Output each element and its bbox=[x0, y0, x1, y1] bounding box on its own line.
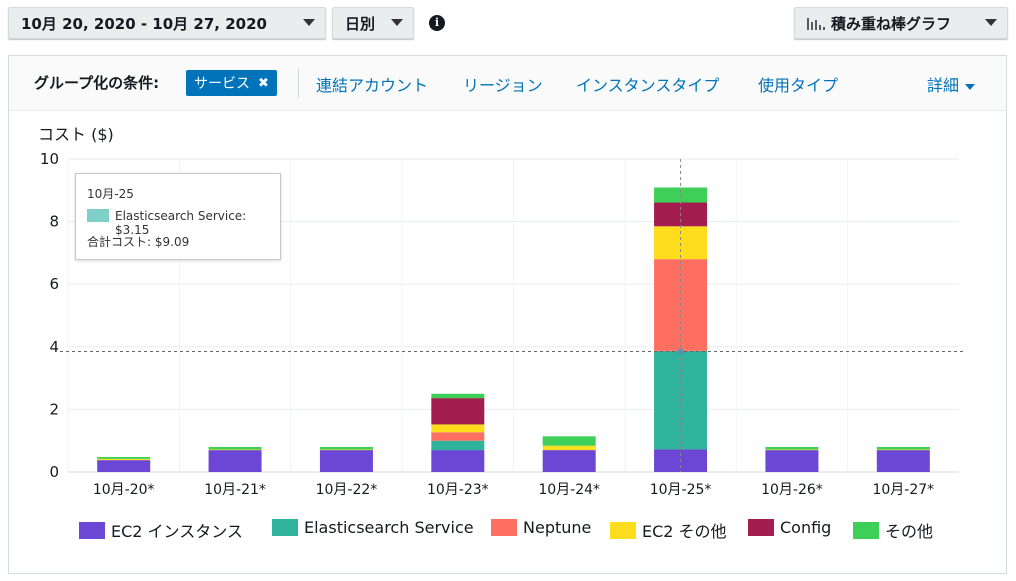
legend-item[interactable]: EC2 その他 bbox=[610, 518, 727, 542]
details-dropdown[interactable]: 詳細 bbox=[927, 72, 976, 96]
info-icon[interactable]: i bbox=[429, 15, 445, 31]
granularity-button[interactable]: 日別 bbox=[332, 7, 414, 39]
x-tick-label: 10月-26* bbox=[761, 482, 823, 498]
legend-swatch bbox=[491, 519, 517, 536]
legend-item[interactable]: Config bbox=[748, 518, 831, 537]
legend-label: EC2 インスタンス bbox=[111, 522, 243, 541]
date-range-button[interactable]: 10月 20, 2020 - 10月 27, 2020 bbox=[8, 7, 326, 39]
bar-segment bbox=[654, 187, 708, 203]
legend-label: Neptune bbox=[523, 518, 592, 537]
bar-segment bbox=[876, 446, 930, 450]
y-tick-label: 2 bbox=[49, 400, 59, 418]
legend-item[interactable]: Neptune bbox=[491, 518, 591, 537]
tooltip-date: 10月-25 bbox=[87, 187, 134, 201]
bar-segment bbox=[208, 446, 262, 450]
group-by-instance-type[interactable]: インスタンスタイプ bbox=[576, 76, 720, 95]
bar-segment bbox=[431, 432, 485, 441]
legend-label: EC2 その他 bbox=[642, 522, 727, 541]
x-tick-label: 10月-27* bbox=[872, 482, 934, 498]
bar-segment bbox=[431, 398, 485, 425]
legend-swatch bbox=[748, 519, 774, 536]
bar-segment bbox=[431, 440, 485, 451]
bar-segment bbox=[431, 393, 485, 399]
bar-segment bbox=[876, 450, 930, 472]
chevron-down-icon bbox=[303, 19, 315, 26]
y-tick-label: 10 bbox=[40, 150, 59, 168]
bar-segment bbox=[431, 424, 485, 433]
legend-item[interactable]: EC2 インスタンス bbox=[79, 518, 243, 542]
x-tick-label: 10月-20* bbox=[93, 482, 155, 498]
chevron-down-icon bbox=[391, 19, 403, 26]
bar-segment bbox=[97, 456, 151, 459]
group-by-label: グループ化の条件: bbox=[34, 74, 160, 92]
stacked-bar-chart: コスト ($) 0 2 4 6 8 10 10月-20* 10月-21* 10月-22* 10月-2… bbox=[38, 125, 964, 498]
hover-point bbox=[677, 348, 684, 355]
chart-type-label: 積み重ね棒グラフ bbox=[831, 14, 952, 33]
tooltip-swatch bbox=[87, 209, 109, 222]
service-token-label: サービス bbox=[194, 76, 250, 92]
divider bbox=[298, 68, 299, 98]
chart-type-button[interactable]: 積み重ね棒グラフ bbox=[794, 7, 1008, 39]
legend-swatch bbox=[610, 521, 636, 539]
bar-segment bbox=[208, 450, 262, 472]
group-by-bar: グループ化の条件: サービス ✖ 連結アカウント リージョン インスタンスタイプ… bbox=[9, 56, 1006, 111]
group-by-region[interactable]: リージョン bbox=[463, 76, 543, 95]
service-filter-token[interactable]: サービス ✖ bbox=[186, 70, 277, 96]
legend-label: Elasticsearch Service bbox=[304, 518, 474, 537]
bar-segment bbox=[765, 446, 819, 450]
cost-chart-panel: グループ化の条件: サービス ✖ 連結アカウント リージョン インスタンスタイプ… bbox=[8, 55, 1007, 574]
close-icon[interactable]: ✖ bbox=[258, 75, 269, 91]
bar-segment bbox=[319, 450, 373, 472]
bar-segment bbox=[542, 445, 596, 451]
date-range-label: 10月 20, 2020 - 10月 27, 2020 bbox=[21, 14, 267, 33]
granularity-label: 日別 bbox=[345, 14, 376, 33]
tooltip-total: 合計コスト: $9.09 bbox=[87, 235, 190, 249]
tooltip-item: Elasticsearch Service: $3.15 bbox=[115, 209, 247, 237]
y-tick-label: 4 bbox=[49, 338, 59, 356]
group-by-usage-type[interactable]: 使用タイプ bbox=[758, 76, 839, 95]
x-tick-label: 10月-21* bbox=[204, 482, 266, 498]
bar-segment bbox=[542, 450, 596, 472]
x-tick-label: 10月-23* bbox=[427, 482, 489, 498]
x-tick-label: 10月-22* bbox=[316, 482, 378, 498]
group-by-linked-account[interactable]: 連結アカウント bbox=[316, 76, 429, 95]
bar-segment bbox=[208, 449, 262, 451]
bar-chart-icon bbox=[807, 16, 825, 30]
bar-segment bbox=[97, 458, 151, 461]
bar-segment bbox=[542, 436, 596, 446]
legend-label: その他 bbox=[885, 522, 934, 541]
chart-tooltip: 10月-25 Elasticsearch Service: $3.15 合計コス… bbox=[75, 173, 281, 260]
legend-item[interactable]: Elasticsearch Service bbox=[272, 518, 474, 537]
toolbar: 10月 20, 2020 - 10月 27, 2020 日別 i 積み重ね棒グラ… bbox=[0, 0, 1016, 48]
y-tick-label: 8 bbox=[49, 213, 59, 231]
legend-swatch bbox=[79, 521, 105, 539]
details-label: 詳細 bbox=[927, 76, 960, 95]
legend-swatch bbox=[853, 521, 879, 539]
bar-segment bbox=[431, 450, 485, 472]
bar-segment bbox=[765, 449, 819, 451]
x-tick-label: 10月-24* bbox=[538, 482, 600, 498]
chevron-down-icon bbox=[965, 83, 976, 90]
chevron-down-icon bbox=[985, 19, 997, 26]
bar-segment bbox=[765, 450, 819, 472]
bar-segment bbox=[876, 449, 930, 451]
legend-label: Config bbox=[780, 518, 832, 537]
bar-segment bbox=[319, 449, 373, 451]
bar-segment bbox=[97, 460, 151, 472]
legend-swatch bbox=[272, 519, 298, 536]
y-tick-label: 6 bbox=[49, 275, 59, 293]
legend-item[interactable]: その他 bbox=[853, 518, 933, 542]
x-tick-label: 10月-25* bbox=[650, 482, 712, 498]
y-tick-label: 0 bbox=[49, 463, 59, 481]
y-axis-label: コスト ($) bbox=[38, 125, 114, 144]
bar-segment bbox=[319, 446, 373, 450]
